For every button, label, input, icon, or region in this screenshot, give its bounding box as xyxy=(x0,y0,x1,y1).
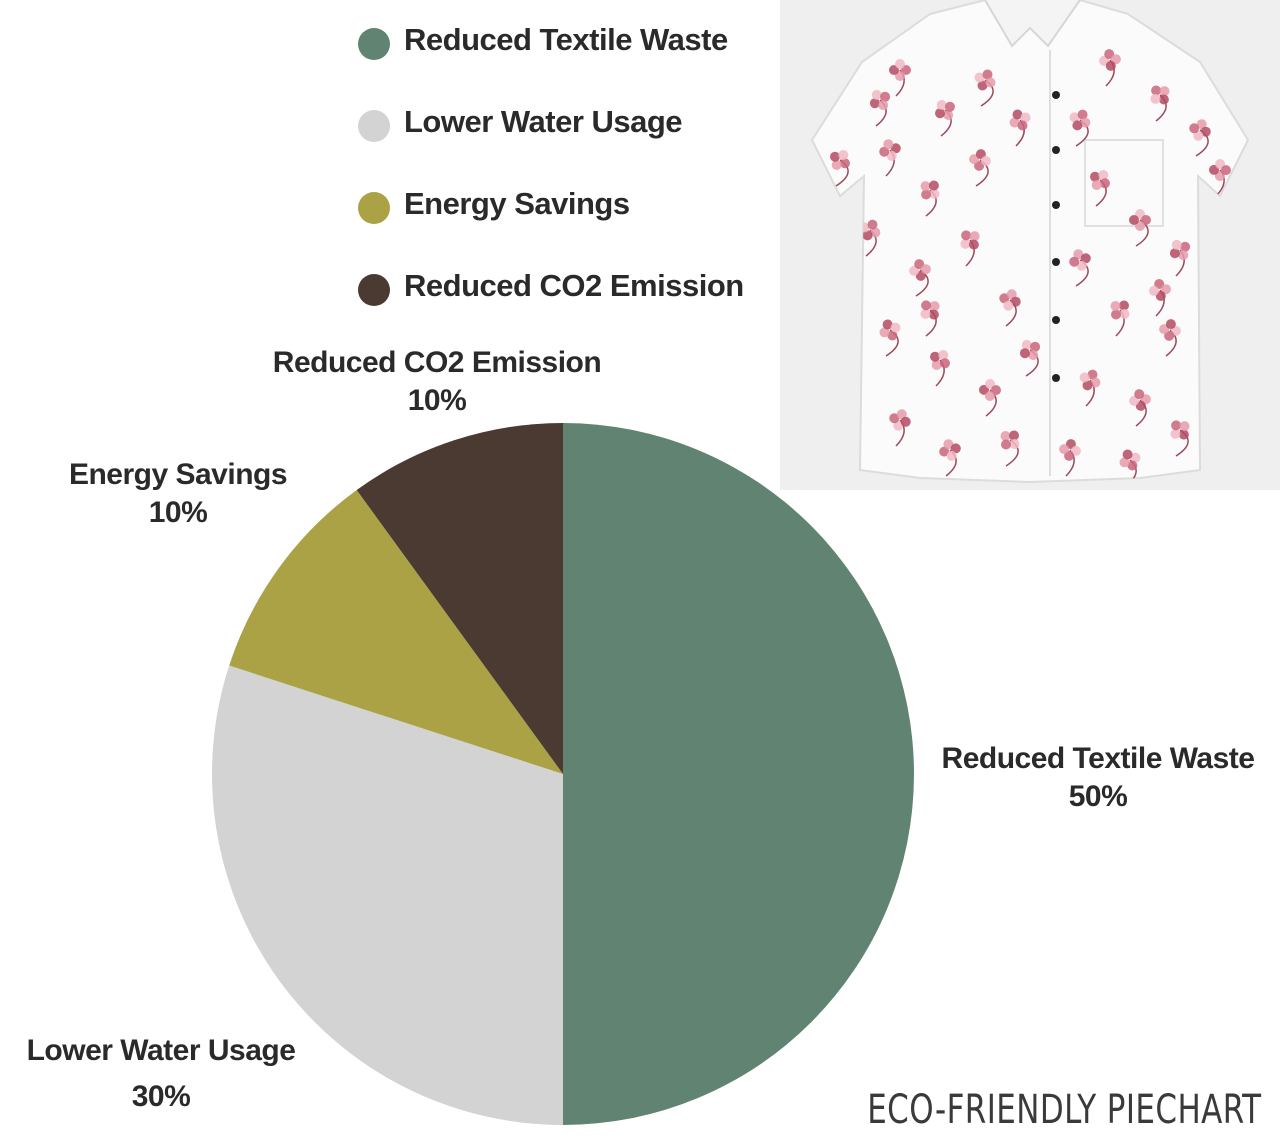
flower-motif xyxy=(1000,430,1020,467)
flower-motif xyxy=(1079,369,1101,407)
slice-label-co2: Reduced CO2 Emission 10% xyxy=(262,344,612,420)
flower-motif xyxy=(1090,170,1110,207)
flower-motif xyxy=(1159,319,1181,357)
legend-label-water: Lower Water Usage xyxy=(404,104,683,139)
slice-label-textile-value: 50% xyxy=(1068,780,1128,813)
flower-motif xyxy=(1110,300,1130,337)
slice-label-energy: Energy Savings 10% xyxy=(50,456,306,532)
legend-swatch-energy xyxy=(358,192,390,224)
pie-slice-co2 xyxy=(356,423,563,774)
flower-motif xyxy=(1209,159,1231,197)
pie-slices xyxy=(212,423,914,1125)
slice-label-energy-value: 10% xyxy=(148,496,208,529)
flower-motif xyxy=(939,439,961,477)
pie-slice-energy xyxy=(229,490,563,774)
footer-caption: ECO-FRIENDLY PIECHART xyxy=(867,1087,1262,1133)
flower-motif xyxy=(1099,49,1121,87)
slice-label-textile-name: Reduced Textile Waste xyxy=(941,742,1255,775)
pie-slice-textile xyxy=(563,423,914,1125)
flower-motif xyxy=(930,350,950,387)
flower-motif xyxy=(889,409,911,447)
legend-swatch-water xyxy=(358,110,390,142)
legend-swatch-co2 xyxy=(358,274,390,306)
flower-motif xyxy=(1149,279,1171,317)
slice-label-textile: Reduced Textile Waste 50% xyxy=(926,740,1270,816)
flower-motif xyxy=(1119,449,1141,482)
flower-motif xyxy=(1019,339,1041,377)
slice-label-water: Lower Water Usage 30% xyxy=(8,1028,314,1120)
flower-motif xyxy=(1069,109,1091,147)
flower-motif xyxy=(935,100,955,137)
slice-label-water-value: 30% xyxy=(131,1080,191,1113)
pie-slice-water xyxy=(212,665,564,1125)
shirt-photo xyxy=(780,0,1280,490)
flower-motif xyxy=(979,379,1001,417)
flower-motif xyxy=(1129,389,1151,427)
flower-motif xyxy=(920,300,940,337)
flower-motif xyxy=(1189,119,1211,157)
flower-motif xyxy=(999,289,1021,327)
flower-motif xyxy=(909,259,931,297)
flower-motif xyxy=(1069,249,1091,287)
legend-label-energy: Energy Savings xyxy=(404,186,630,221)
flower-motif xyxy=(869,89,891,127)
legend-swatch-textile xyxy=(358,28,390,60)
flower-motif xyxy=(1169,239,1191,277)
flower-motif xyxy=(960,230,980,267)
flower-motif xyxy=(969,149,991,187)
flower-motif xyxy=(879,319,901,357)
flower-motif xyxy=(1129,209,1151,247)
slice-label-co2-value: 10% xyxy=(407,384,467,417)
slice-label-water-name: Lower Water Usage xyxy=(26,1034,296,1067)
flower-motif xyxy=(920,180,940,217)
flower-motif xyxy=(1150,85,1170,122)
flower-motif xyxy=(974,69,996,107)
flower-motif xyxy=(859,219,881,257)
flower-motif xyxy=(1170,420,1190,457)
flower-motif xyxy=(889,59,911,97)
flower-motif xyxy=(1059,439,1081,477)
flower-motif xyxy=(879,139,901,177)
flower-motif xyxy=(830,150,850,187)
slice-label-energy-name: Energy Savings xyxy=(68,458,288,491)
flower-motif xyxy=(1009,109,1031,147)
slice-label-co2-name: Reduced CO2 Emission xyxy=(272,346,602,379)
shirt-icon xyxy=(810,0,1250,484)
legend-label-co2: Reduced CO2 Emission xyxy=(404,268,744,303)
legend-label-textile: Reduced Textile Waste xyxy=(404,22,728,57)
